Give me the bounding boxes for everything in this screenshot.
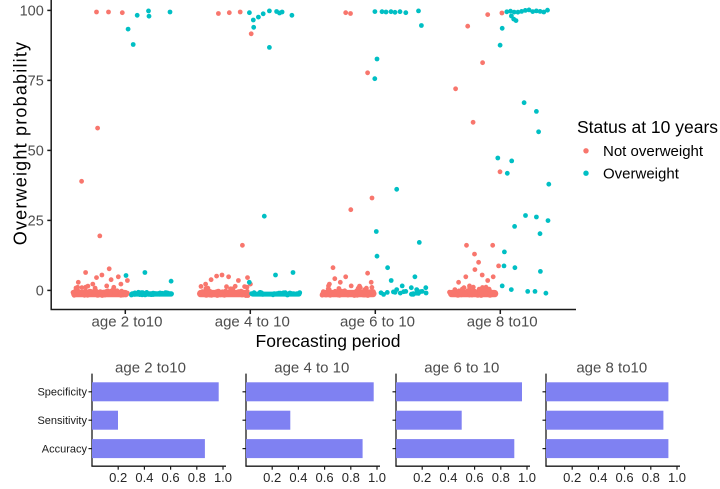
svg-text:Overweight probability: Overweight probability [10,41,30,245]
svg-text:0.6: 0.6 [616,470,634,485]
svg-text:age 6 to 10: age 6 to 10 [424,360,499,377]
svg-text:Sensitivity: Sensitivity [37,415,87,427]
svg-text:0.8: 0.8 [188,470,206,485]
svg-text:0.6: 0.6 [316,470,334,485]
svg-text:age 8 to10: age 8 to10 [467,314,538,331]
svg-text:0.4: 0.4 [439,470,457,485]
svg-text:0.2: 0.2 [109,470,127,485]
svg-text:0.8: 0.8 [342,470,360,485]
svg-text:0.6: 0.6 [162,470,180,485]
svg-text:Accuracy: Accuracy [42,444,88,456]
svg-text:0: 0 [36,284,44,300]
svg-text:Specificity: Specificity [37,387,87,399]
svg-text:0.4: 0.4 [589,470,607,485]
svg-text:Not overweight: Not overweight [603,143,704,160]
svg-text:75: 75 [28,74,44,90]
svg-text:age 4 to 10: age 4 to 10 [274,360,349,377]
svg-text:0.8: 0.8 [492,470,510,485]
svg-text:Overweight: Overweight [603,165,680,182]
svg-text:1.0: 1.0 [518,470,536,485]
svg-text:0.2: 0.2 [413,470,431,485]
svg-text:0.6: 0.6 [466,470,484,485]
svg-text:age 8 to10: age 8 to10 [576,360,647,377]
svg-text:0.2: 0.2 [263,470,281,485]
svg-text:age 2 to10: age 2 to10 [115,360,186,377]
svg-text:0.2: 0.2 [563,470,581,485]
svg-text:age 6 to 10: age 6 to 10 [340,314,415,331]
svg-text:25: 25 [28,214,44,230]
svg-text:Forecasting period: Forecasting period [256,331,401,351]
svg-text:0.8: 0.8 [642,470,660,485]
svg-text:age 2 to10: age 2 to10 [92,314,163,331]
svg-text:100: 100 [20,4,44,20]
svg-text:1.0: 1.0 [368,470,386,485]
svg-text:0.4: 0.4 [135,470,153,485]
svg-text:age 4 to 10: age 4 to 10 [215,314,290,331]
svg-text:1.0: 1.0 [214,470,232,485]
svg-text:Status at 10 years: Status at 10 years [577,117,718,137]
svg-text:50: 50 [28,144,44,160]
svg-text:0.4: 0.4 [289,470,307,485]
svg-text:1.0: 1.0 [668,470,686,485]
